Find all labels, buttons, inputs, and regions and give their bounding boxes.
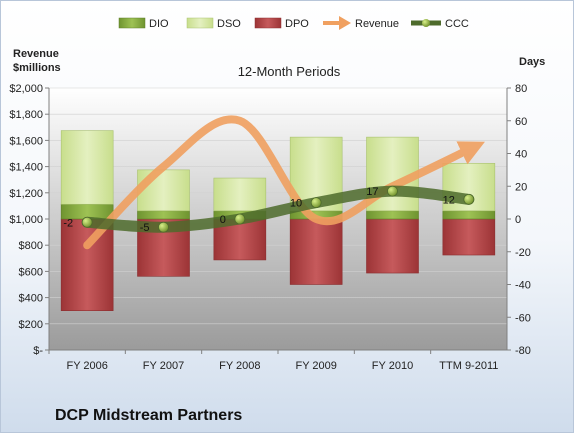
legend-swatch-ccc [411, 19, 441, 27]
left-tick-label: $- [33, 345, 43, 357]
ccc-data-label: -5 [140, 222, 150, 234]
ccc-line [81, 185, 475, 233]
left-tick-label: $1,000 [9, 214, 43, 226]
x-tick-label: TTM 9-2011 [439, 360, 498, 372]
right-tick-label: 80 [515, 83, 527, 95]
left-tick-label: $1,800 [9, 109, 43, 121]
bar-dso [213, 177, 267, 212]
right-tick-label: -60 [515, 312, 531, 324]
legend: DIO DSO DPO Revenue CCC [118, 16, 469, 30]
right-tick-label: -80 [515, 345, 531, 357]
legend-label-dio: DIO [149, 18, 169, 30]
legend-swatch-dio [118, 17, 146, 29]
ccc-point [387, 185, 398, 197]
x-tick-label: FY 2006 [66, 360, 107, 372]
ccc-point [463, 193, 475, 205]
ccc-point [310, 197, 322, 209]
bar-dso [137, 169, 190, 212]
bar-dpo [289, 218, 343, 285]
bar-dpo [60, 218, 114, 311]
bar-dso [60, 130, 114, 205]
x-tick-label: FY 2009 [295, 360, 336, 372]
left-tick-label: $400 [19, 293, 43, 305]
legend-label-dso: DSO [217, 18, 241, 30]
right-tick-label: 20 [515, 181, 527, 193]
left-axis-label-line1: Revenue [13, 48, 59, 60]
right-axis-label: Days [519, 56, 545, 68]
bar-dpo [366, 218, 419, 274]
left-tick-label: $1,600 [9, 135, 43, 147]
revenue-series [83, 115, 485, 250]
left-tick-label: $1,200 [9, 188, 43, 200]
bar-dio [137, 210, 190, 220]
left-axis-label-line2: $millions [13, 62, 61, 74]
legend-swatch-dso [186, 17, 214, 29]
left-tick-label: $200 [19, 319, 43, 331]
right-tick-label: -40 [515, 280, 531, 292]
right-tick-label: 0 [515, 214, 521, 226]
right-tick-label: 40 [515, 149, 527, 161]
ccc-point [81, 216, 93, 228]
bar-dpo [442, 218, 496, 256]
legend-swatch-dpo [254, 17, 282, 29]
x-tick-label: FY 2010 [372, 360, 413, 372]
bar-dio [366, 210, 419, 220]
ccc-series: -2 -5 0 10 17 12 [63, 185, 475, 234]
legend-swatch-revenue [323, 16, 351, 30]
left-tick-label: $800 [19, 240, 43, 252]
bar-dio [442, 210, 496, 220]
ccc-point [234, 213, 246, 225]
legend-label-revenue: Revenue [355, 18, 399, 30]
ccc-data-label: -2 [63, 217, 73, 229]
right-tick-label: -20 [515, 247, 531, 259]
right-tick-label: 60 [515, 116, 527, 128]
x-tick-label: FY 2007 [143, 360, 184, 372]
left-tick-label: $2,000 [9, 83, 43, 95]
left-tick-label: $600 [19, 266, 43, 278]
ccc-data-label: 17 [366, 186, 378, 198]
left-tick-label: $1,400 [9, 162, 43, 174]
axes: $- $200 $400 $600 $800 $1,000 $1,200 $1,400 $1,6… [9, 83, 531, 372]
company-title: DCP Midstream Partners [55, 407, 242, 424]
ccc-data-label: 0 [220, 214, 226, 226]
ccc-data-label: 12 [443, 194, 455, 206]
ccc-data-label: 10 [290, 198, 302, 210]
revenue-line [83, 115, 485, 250]
chart-title: 12-Month Periods [238, 64, 341, 79]
x-tick-label: FY 2008 [219, 360, 260, 372]
legend-label-ccc: CCC [445, 18, 469, 30]
ccc-point [158, 221, 169, 233]
legend-label-dpo: DPO [285, 18, 309, 30]
